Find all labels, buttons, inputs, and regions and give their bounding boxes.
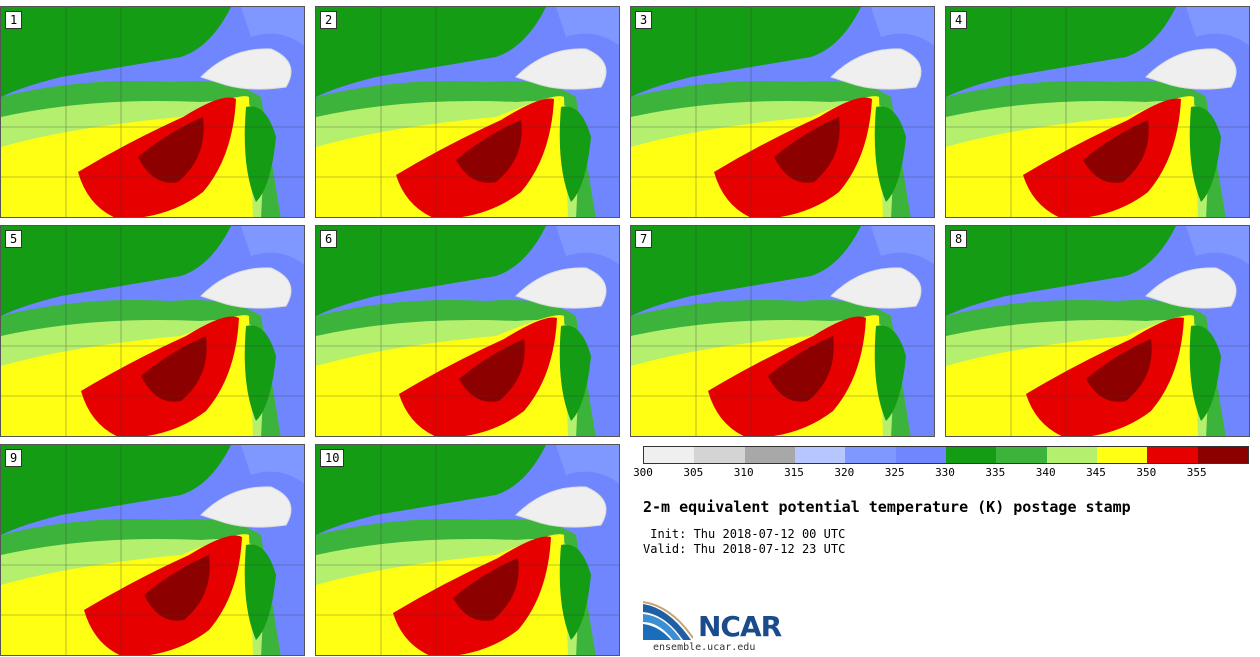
colorbar-segment bbox=[1096, 447, 1148, 463]
ensemble-member-panel: 4 bbox=[945, 6, 1250, 218]
ensemble-member-panel: 9 bbox=[0, 444, 305, 656]
colorbar-segment bbox=[1046, 447, 1097, 463]
colorbar-segment bbox=[996, 447, 1047, 463]
colorbar-segment bbox=[845, 447, 896, 463]
ensemble-member-panel: 7 bbox=[630, 225, 935, 437]
member-number-label: 10 bbox=[320, 449, 345, 467]
member-number-label: 4 bbox=[950, 11, 968, 29]
member-number-label: 8 bbox=[950, 230, 968, 248]
colorbar-segment bbox=[1197, 447, 1248, 463]
theta-e-map bbox=[1, 7, 304, 217]
member-number-label: 5 bbox=[5, 230, 23, 248]
member-number-label: 9 bbox=[5, 449, 23, 467]
colorbar-tick-label: 315 bbox=[784, 466, 804, 479]
ensemble-member-panel: 2 bbox=[315, 6, 620, 218]
theta-e-map bbox=[946, 7, 1249, 217]
colorbar-segment bbox=[794, 447, 846, 463]
colorbar-segment bbox=[744, 447, 795, 463]
colorbar-segment bbox=[895, 447, 946, 463]
member-number-label: 6 bbox=[320, 230, 338, 248]
valid-time: Valid: Thu 2018-07-12 23 UTC bbox=[643, 542, 846, 556]
member-number-label: 1 bbox=[5, 11, 23, 29]
colorbar-tick-label: 335 bbox=[985, 466, 1006, 479]
colorbar-segment bbox=[694, 447, 745, 463]
colorbar-tick-label: 305 bbox=[683, 466, 704, 479]
ensemble-member-panel: 1 bbox=[0, 6, 305, 218]
colorbar-tick-label: 320 bbox=[834, 466, 855, 479]
ensemble-member-panel: 10 bbox=[315, 444, 620, 656]
theta-e-map bbox=[631, 226, 934, 436]
colorbar-tick-label: 325 bbox=[884, 466, 905, 479]
site-url[interactable]: ensemble.ucar.edu bbox=[653, 642, 756, 653]
theta-e-map bbox=[1, 226, 304, 436]
member-number-label: 2 bbox=[320, 11, 338, 29]
theta-e-map bbox=[1, 445, 304, 655]
ncar-logo-icon bbox=[643, 601, 693, 640]
colorbar-tick-label: 350 bbox=[1136, 466, 1157, 479]
colorbar bbox=[643, 446, 1249, 464]
ensemble-member-panel: 5 bbox=[0, 225, 305, 437]
ensemble-member-panel: 6 bbox=[315, 225, 620, 437]
colorbar-segment bbox=[945, 447, 997, 463]
colorbar-ticks: 300 305 310 315 320 325 330 335 340 345 350 355 bbox=[633, 466, 1260, 480]
colorbar-tick-label: 355 bbox=[1186, 466, 1207, 479]
colorbar-tick-label: 330 bbox=[935, 466, 955, 479]
theta-e-map bbox=[946, 226, 1249, 436]
ensemble-member-panel: 3 bbox=[630, 6, 935, 218]
figure-title: 2-m equivalent potential temperature (K)… bbox=[643, 498, 1131, 516]
theta-e-map bbox=[316, 445, 619, 655]
colorbar-segment bbox=[1147, 447, 1198, 463]
colorbar-tick-label: 310 bbox=[733, 466, 754, 479]
member-number-label: 3 bbox=[635, 11, 653, 29]
theta-e-map bbox=[316, 226, 619, 436]
colorbar-segment bbox=[644, 447, 695, 463]
theta-e-map bbox=[631, 7, 934, 217]
member-number-label: 7 bbox=[635, 230, 653, 248]
colorbar-tick-label: 345 bbox=[1086, 466, 1106, 479]
init-time: Init: Thu 2018-07-12 00 UTC bbox=[643, 527, 846, 541]
theta-e-map bbox=[316, 7, 619, 217]
ncar-logo-text: NCAR bbox=[698, 610, 782, 643]
colorbar-tick-label: 340 bbox=[1035, 466, 1056, 479]
ensemble-member-panel: 8 bbox=[945, 225, 1250, 437]
colorbar-tick-label: 300 bbox=[633, 466, 653, 479]
